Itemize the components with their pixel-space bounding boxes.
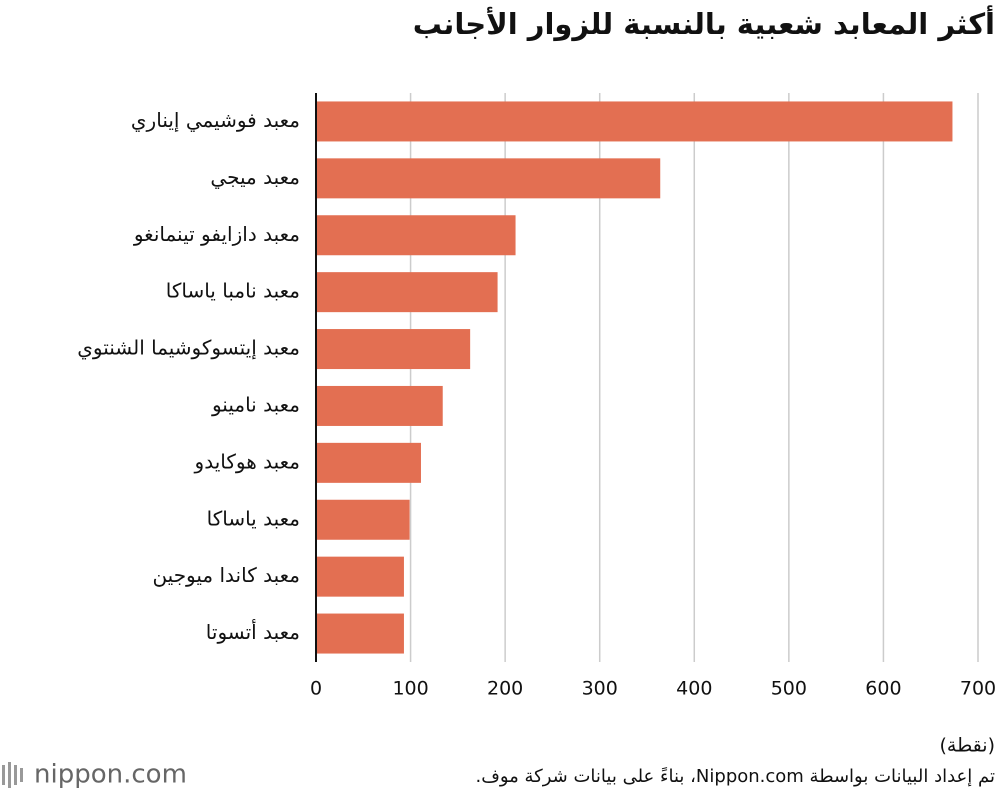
bar [316,272,498,313]
y-tick-label: معبد نامبا ياساكا [166,279,300,303]
y-tick-label: معبد أتسوتا [206,619,300,644]
bar [316,613,404,654]
logo-icon [2,762,23,788]
y-tick-label: معبد ميجي [210,165,300,190]
bar [316,215,516,256]
x-tick-label: 0 [310,678,322,700]
y-tick-label: معبد ياساكا [207,506,300,530]
y-tick-label: معبد إيتسوكوشيما الشنتوي [77,336,300,361]
bar [316,556,404,597]
source-note: تم إعداد البيانات بواسطة Nippon.com، بنا… [475,766,995,787]
x-tick-label: 600 [865,678,901,700]
chart-title: أكثر المعابد شعبية بالنسبة للزوار الأجان… [413,5,995,41]
y-tick-label: معبد نامينو [211,392,300,416]
x-tick-label: 500 [771,678,807,700]
x-tick-label: 400 [676,678,712,700]
y-tick-label: معبد فوشيمي إيناري [131,108,300,133]
bar [316,442,421,483]
bar [316,329,471,370]
bar [316,101,953,142]
x-tick-label: 200 [487,678,523,700]
logo: nippon.com [34,760,187,790]
y-tick-label: معبد كاندا ميوجين [152,563,300,587]
y-tick-label: معبد دازايفو تينمانغو [133,222,300,246]
x-tick-label: 300 [582,678,618,700]
bar [316,158,661,199]
bar [316,499,410,540]
x-tick-label: 100 [392,678,428,700]
y-tick-label: معبد هوكايدو [194,449,300,473]
x-axis-label: (نقطة) [940,735,996,757]
bar [316,385,443,426]
x-tick-label: 700 [960,678,996,700]
